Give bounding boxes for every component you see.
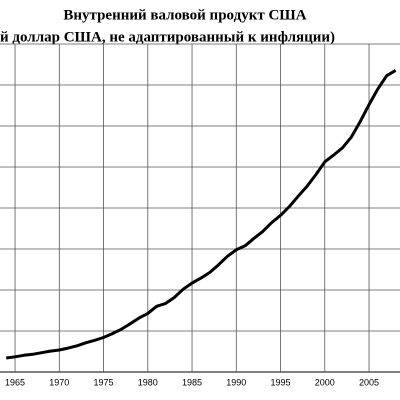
x-tick-label: 1995 bbox=[271, 377, 291, 387]
x-tick-label: 1975 bbox=[94, 377, 114, 387]
chart-subtitle: й доллар США, не адаптированный к инфляц… bbox=[0, 29, 335, 45]
data-line bbox=[5, 69, 397, 360]
x-tick-label: 1990 bbox=[226, 377, 246, 387]
x-tick-label: 2000 bbox=[315, 377, 335, 387]
x-tick-label: 1970 bbox=[49, 377, 69, 387]
x-tick-label: 1980 bbox=[138, 377, 158, 387]
x-tick-label: 2005 bbox=[359, 377, 379, 387]
x-tick-label: 1985 bbox=[182, 377, 202, 387]
x-tick-label: 1965 bbox=[5, 377, 25, 387]
chart-title: Внутренний валовой продукт США bbox=[63, 7, 306, 23]
